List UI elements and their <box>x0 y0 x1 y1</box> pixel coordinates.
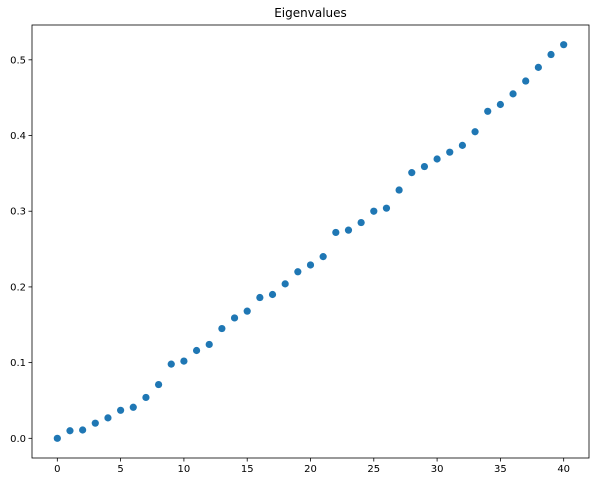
data-point <box>471 128 479 136</box>
data-point <box>433 155 441 163</box>
axis-ticks: 0 5 10 15 20 25 30 35 40 0.0 0.1 0.2 0.3 0.4 0.5 <box>10 55 570 475</box>
data-point <box>180 357 188 365</box>
data-point <box>218 324 226 333</box>
data-point <box>268 290 277 299</box>
data-point <box>167 360 175 368</box>
data-point <box>509 90 517 98</box>
data-point <box>458 141 467 149</box>
data-point <box>117 406 125 414</box>
data-point <box>522 77 530 85</box>
x-tick-label: 10 <box>178 464 191 475</box>
x-tick-label: 25 <box>367 464 380 475</box>
data-points <box>53 41 568 442</box>
x-tick-label: 0 <box>54 464 60 475</box>
plot-area-frame <box>31 24 590 459</box>
data-point <box>382 204 391 212</box>
data-point <box>154 380 163 389</box>
data-point <box>142 393 150 402</box>
data-point <box>79 426 87 434</box>
x-tick-label: 40 <box>557 464 570 475</box>
data-point <box>370 207 378 215</box>
y-tick-label: 0.4 <box>10 131 26 142</box>
data-point <box>560 41 568 49</box>
y-tick-label: 0.5 <box>10 55 26 66</box>
data-point <box>256 293 264 302</box>
data-point <box>66 427 74 435</box>
y-tick-label: 0.3 <box>10 207 26 218</box>
data-point <box>281 280 289 288</box>
data-point <box>53 434 61 442</box>
data-point <box>534 63 542 71</box>
chart-title: Eigenvalues <box>274 6 347 20</box>
x-tick-label: 15 <box>241 464 254 475</box>
data-point <box>294 268 302 276</box>
data-point <box>395 186 403 194</box>
data-point <box>205 340 213 349</box>
data-point <box>357 218 365 227</box>
data-point <box>344 226 353 234</box>
data-point <box>243 307 251 315</box>
data-point <box>332 228 340 237</box>
y-tick-label: 0.2 <box>10 282 26 293</box>
x-tick-label: 5 <box>117 464 123 475</box>
x-tick-label: 30 <box>431 464 444 475</box>
data-point <box>408 169 416 177</box>
data-point <box>104 414 112 422</box>
data-point <box>496 100 504 109</box>
x-tick-label: 35 <box>494 464 507 475</box>
data-point <box>306 261 315 269</box>
data-point <box>446 148 454 156</box>
y-tick-label: 0.1 <box>10 358 26 369</box>
data-point <box>547 50 555 59</box>
data-point <box>319 253 327 261</box>
y-tick-label: 0.0 <box>10 434 26 445</box>
data-point <box>230 314 239 322</box>
data-point <box>129 403 137 411</box>
data-point <box>91 419 99 427</box>
data-point <box>192 346 201 355</box>
data-point <box>484 107 492 115</box>
data-point <box>420 162 429 171</box>
x-tick-label: 20 <box>304 464 317 475</box>
